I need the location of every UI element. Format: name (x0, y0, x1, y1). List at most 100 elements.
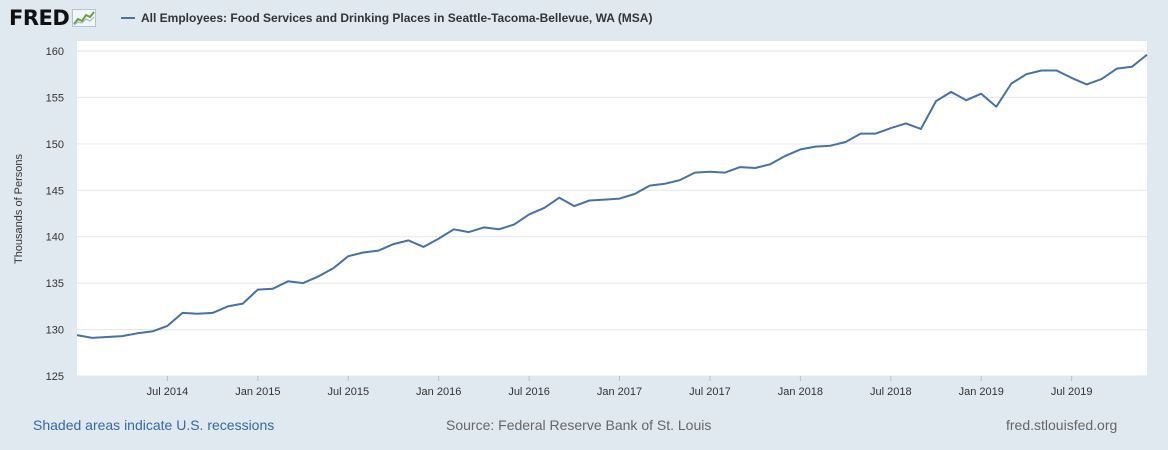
data-point[interactable] (948, 89, 954, 95)
y-tick-label: 155 (46, 92, 64, 104)
data-point[interactable] (978, 91, 984, 97)
x-tick-label: Jul 2016 (508, 386, 550, 398)
legend-swatch (121, 17, 135, 19)
data-point[interactable] (1099, 76, 1105, 82)
data-point[interactable] (526, 211, 532, 217)
data-point[interactable] (843, 139, 849, 145)
data-point[interactable] (149, 328, 155, 334)
data-point[interactable] (300, 280, 306, 286)
data-point[interactable] (1069, 75, 1075, 81)
data-point[interactable] (179, 310, 185, 316)
data-point[interactable] (511, 222, 517, 228)
data-point[interactable] (225, 303, 231, 309)
data-point[interactable] (1023, 71, 1029, 77)
data-point[interactable] (828, 143, 834, 149)
data-point[interactable] (541, 205, 547, 211)
x-tick-label: Jan 2018 (778, 386, 823, 398)
data-point[interactable] (164, 323, 170, 329)
data-point[interactable] (1054, 68, 1060, 74)
data-point[interactable] (933, 98, 939, 104)
data-point[interactable] (315, 274, 321, 280)
data-point[interactable] (571, 203, 577, 209)
data-point[interactable] (345, 253, 351, 259)
x-tick-label: Jan 2019 (959, 386, 1004, 398)
data-point[interactable] (1114, 66, 1120, 72)
data-point[interactable] (421, 244, 427, 250)
data-point[interactable] (375, 248, 381, 254)
data-point[interactable] (1144, 52, 1150, 58)
x-tick-label: Jul 2017 (689, 386, 731, 398)
data-point[interactable] (692, 170, 698, 176)
data-point[interactable] (782, 153, 788, 159)
data-point[interactable] (707, 169, 713, 175)
fred-logo-graph-icon (72, 9, 97, 27)
data-point[interactable] (436, 236, 442, 242)
data-point[interactable] (737, 164, 743, 170)
data-point[interactable] (1039, 68, 1045, 74)
data-point[interactable] (767, 161, 773, 167)
fred-logo[interactable]: FRED (9, 6, 97, 30)
data-point[interactable] (496, 226, 502, 232)
y-tick-label: 125 (46, 371, 64, 383)
data-point[interactable] (963, 97, 969, 103)
data-point[interactable] (632, 191, 638, 197)
chart-header: FRED All Employees: Food Services and Dr… (0, 0, 1168, 40)
data-point[interactable] (888, 125, 894, 131)
x-tick-label: Jul 2015 (327, 386, 369, 398)
y-tick-label: 145 (46, 185, 64, 197)
recession-note-link[interactable]: Shaded areas indicate U.S. recessions (33, 417, 275, 433)
x-tick-label: Jul 2019 (1051, 386, 1093, 398)
data-point[interactable] (617, 196, 623, 202)
data-point[interactable] (1129, 64, 1135, 70)
data-point[interactable] (812, 144, 818, 150)
y-tick-label: 130 (46, 325, 64, 337)
data-point[interactable] (119, 333, 125, 339)
site-link[interactable]: fred.stlouisfed.org (1006, 417, 1118, 433)
grid-lines (77, 50, 1147, 377)
data-point[interactable] (270, 286, 276, 292)
data-point[interactable] (677, 177, 683, 183)
data-point[interactable] (451, 226, 457, 232)
x-tick-label: Jan 2016 (416, 386, 461, 398)
data-point[interactable] (556, 195, 562, 201)
data-point[interactable] (873, 131, 879, 137)
data-point[interactable] (104, 334, 110, 340)
data-point[interactable] (240, 301, 246, 307)
data-point[interactable] (797, 146, 803, 152)
data-point[interactable] (330, 265, 336, 271)
x-axis-ticks: Jul 2014 Jan 2015 Jul 2015 Jan 2016 Jul 2016… (147, 376, 1093, 398)
data-point[interactable] (993, 104, 999, 110)
data-point[interactable] (903, 120, 909, 126)
data-point[interactable] (74, 332, 80, 338)
data-point[interactable] (89, 335, 95, 341)
y-tick-label: 135 (46, 278, 64, 290)
source-text: Source: Federal Reserve Bank of St. Loui… (446, 417, 712, 433)
x-tick-label: Jan 2015 (235, 386, 280, 398)
data-point[interactable] (481, 224, 487, 230)
data-point[interactable] (134, 330, 140, 336)
data-point[interactable] (601, 197, 607, 203)
data-point[interactable] (647, 183, 653, 189)
y-tick-label: 140 (46, 232, 64, 244)
data-point[interactable] (406, 237, 412, 243)
data-point[interactable] (466, 229, 472, 235)
data-point[interactable] (390, 241, 396, 247)
data-point[interactable] (918, 126, 924, 132)
data-point[interactable] (255, 287, 261, 293)
data-point[interactable] (722, 170, 728, 176)
data-point[interactable] (1084, 81, 1090, 87)
data-point[interactable] (360, 250, 366, 256)
data-point[interactable] (662, 181, 668, 187)
data-point[interactable] (285, 278, 291, 284)
x-tick-label: Jan 2017 (597, 386, 642, 398)
data-point[interactable] (858, 131, 864, 137)
data-point[interactable] (586, 198, 592, 204)
y-tick-label: 160 (46, 46, 64, 58)
y-tick-label: 150 (46, 139, 64, 151)
data-point[interactable] (1008, 81, 1014, 87)
data-point[interactable] (210, 310, 216, 316)
series-line[interactable] (76, 53, 1148, 339)
data-point[interactable] (195, 311, 201, 317)
x-tick-label: Jul 2018 (870, 386, 912, 398)
data-point[interactable] (752, 165, 758, 171)
